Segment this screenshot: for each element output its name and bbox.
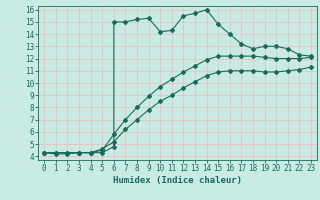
X-axis label: Humidex (Indice chaleur): Humidex (Indice chaleur) bbox=[113, 176, 242, 185]
